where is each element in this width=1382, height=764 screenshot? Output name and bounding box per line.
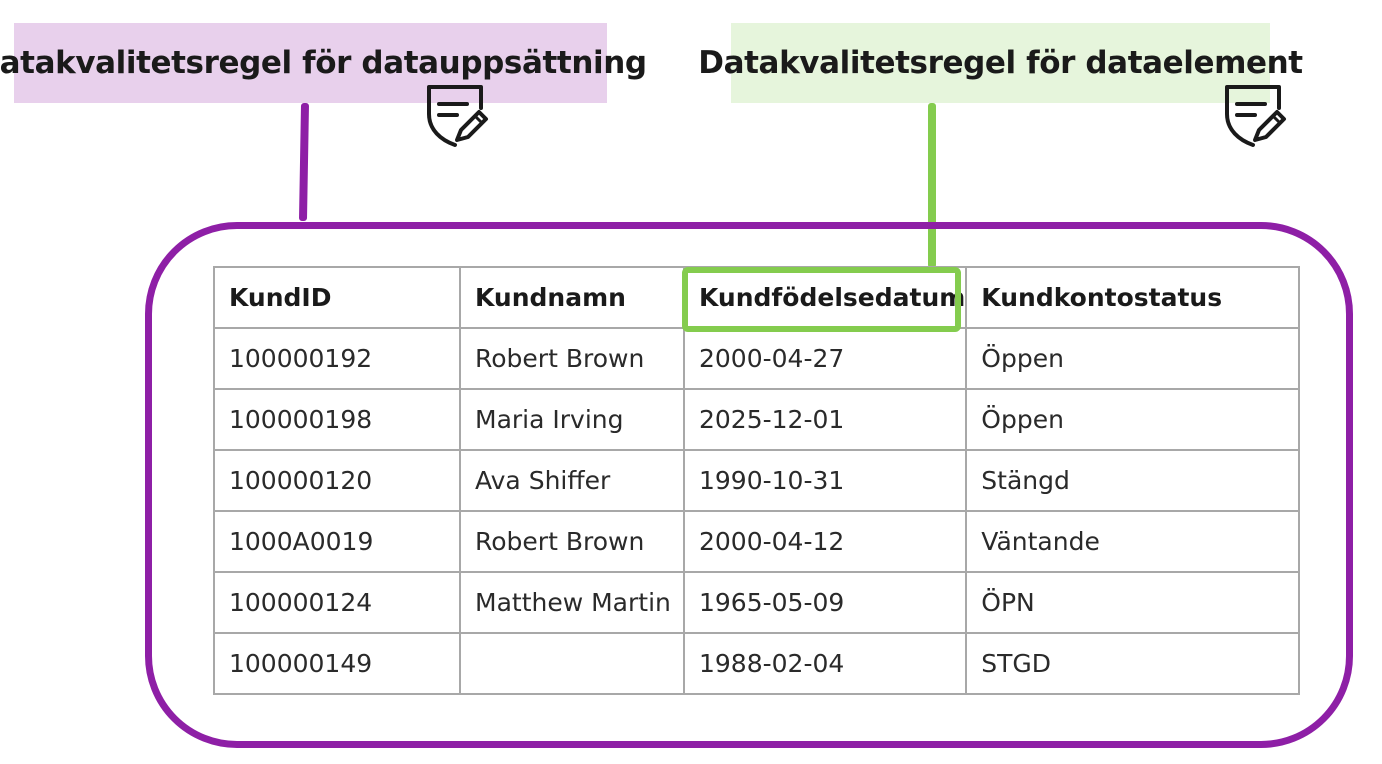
table-row: 100000198 Maria Irving 2025-12-01 Öppen xyxy=(213,388,1301,451)
shield-pencil-icon xyxy=(1225,85,1286,147)
table-cell: Ava Shiffer xyxy=(459,449,685,512)
customer-table: KundID Kundnamn Kundfödelsedatum Kundkon… xyxy=(213,266,1301,695)
column-header-kundid: KundID xyxy=(213,266,461,329)
table-row: 100000120 Ava Shiffer 1990-10-31 Stängd xyxy=(213,449,1301,512)
column-header-kundfodelsedatum: Kundfödelsedatum xyxy=(682,266,968,329)
table-cell: 1988-02-04 xyxy=(682,632,968,695)
table-cell: 100000198 xyxy=(213,388,461,451)
column-header-kundkontostatus: Kundkontostatus xyxy=(965,266,1301,329)
table-cell: ÖPN xyxy=(965,571,1301,634)
table-cell: Öppen xyxy=(965,388,1301,451)
table-cell: Stängd xyxy=(965,449,1301,512)
shield-pencil-icon xyxy=(427,85,488,147)
table-cell xyxy=(459,632,685,695)
table-cell: Öppen xyxy=(965,327,1301,390)
dataset-rule-label: Datakvalitetsregel för datauppsättning xyxy=(0,23,647,103)
table-cell: 100000120 xyxy=(213,449,461,512)
table-cell: 2000-04-27 xyxy=(682,327,968,390)
table-cell: Väntande xyxy=(965,510,1301,573)
table-cell: 100000192 xyxy=(213,327,461,390)
table-cell: 100000124 xyxy=(213,571,461,634)
column-header-kundnamn: Kundnamn xyxy=(459,266,685,329)
table-cell: STGD xyxy=(965,632,1301,695)
table-cell: Robert Brown xyxy=(459,327,685,390)
table-cell: 1990-10-31 xyxy=(682,449,968,512)
table-row: 100000124 Matthew Martin 1965-05-09 ÖPN xyxy=(213,571,1301,634)
element-rule-label: Datakvalitetsregel för dataelement xyxy=(698,23,1303,103)
table-header-row: KundID Kundnamn Kundfödelsedatum Kundkon… xyxy=(213,266,1301,329)
table-cell: Robert Brown xyxy=(459,510,685,573)
dataset-frame xyxy=(145,222,1353,748)
table-cell: 1965-05-09 xyxy=(682,571,968,634)
table-cell: Maria Irving xyxy=(459,388,685,451)
table-cell: 100000149 xyxy=(213,632,461,695)
table-row: 100000192 Robert Brown 2000-04-27 Öppen xyxy=(213,327,1301,390)
table-cell: Matthew Martin xyxy=(459,571,685,634)
table-row: 100000149 1988-02-04 STGD xyxy=(213,632,1301,695)
table-cell: 2025-12-01 xyxy=(682,388,968,451)
element-rule-connector xyxy=(928,103,936,268)
table-cell: 1000A0019 xyxy=(213,510,461,573)
table-row: 1000A0019 Robert Brown 2000-04-12 Väntan… xyxy=(213,510,1301,573)
table-cell: 2000-04-12 xyxy=(682,510,968,573)
dataset-rule-connector xyxy=(298,103,310,221)
